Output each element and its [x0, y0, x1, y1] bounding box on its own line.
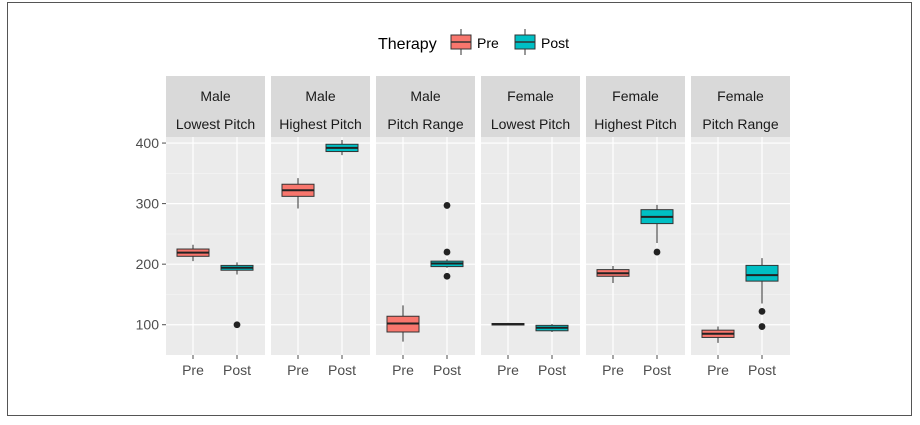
boxplot-chart: Therapy Pre Post 100 200 300 400 Male Lowest Pit…	[136, 29, 790, 378]
x-tick-label: Pre	[287, 362, 309, 378]
x-tick-label: Post	[748, 362, 776, 378]
facet-strip	[271, 76, 370, 137]
panel-background	[166, 137, 265, 355]
facet-strip	[481, 76, 580, 137]
facet-strip-measure: Lowest Pitch	[491, 116, 570, 132]
box-post-iqr	[745, 264, 779, 282]
figure-frame: Therapy Pre Post 100 200 300 400 Male Lowest Pit…	[7, 2, 912, 416]
x-tick-label: Pre	[707, 362, 729, 378]
panel-background	[586, 137, 685, 355]
box-post-outlier-point	[443, 272, 451, 280]
x-tick-label: Post	[433, 362, 461, 378]
panel-background	[481, 137, 580, 355]
facet-strip	[586, 76, 685, 137]
facet-strip-measure: Highest Pitch	[594, 116, 676, 132]
x-tick-label: Post	[223, 362, 251, 378]
facet-strip	[376, 76, 475, 137]
facet-strip-sex: Female	[717, 88, 764, 104]
facet-strip	[691, 76, 790, 137]
x-tick-label: Pre	[392, 362, 414, 378]
x-tick-label: Pre	[602, 362, 624, 378]
y-tick-label: 400	[136, 135, 160, 151]
facet-strip-sex: Male	[305, 88, 336, 104]
legend-label-pre: Pre	[477, 35, 499, 51]
facet-strip-sex: Female	[507, 88, 554, 104]
facet-strip-sex: Male	[200, 88, 231, 104]
y-tick-label: 200	[136, 256, 160, 272]
facet-strip-measure: Lowest Pitch	[176, 116, 255, 132]
box-post-outlier-point	[758, 308, 766, 315]
x-tick-label: Post	[538, 362, 566, 378]
y-tick-label: 100	[136, 317, 160, 333]
facet-strip-measure: Highest Pitch	[279, 116, 361, 132]
y-tick-label: 300	[136, 196, 160, 212]
facet-strip-measure: Pitch Range	[702, 116, 778, 132]
x-tick-label: Pre	[497, 362, 519, 378]
x-tick-label: Pre	[182, 362, 204, 378]
panel-background	[271, 137, 370, 355]
box-post-outlier-point	[443, 202, 451, 209]
facet-strip-sex: Female	[612, 88, 659, 104]
legend-label-post: Post	[541, 35, 569, 51]
x-tick-label: Post	[328, 362, 356, 378]
panel-background	[691, 137, 790, 355]
box-post-outlier-point	[758, 323, 766, 330]
box-post-outlier-point	[443, 248, 451, 256]
facet-strip	[166, 76, 265, 137]
x-tick-label: Post	[643, 362, 671, 378]
box-post-outlier-point	[653, 248, 661, 256]
facet-strip-measure: Pitch Range	[387, 116, 463, 132]
facet-strip-sex: Male	[410, 88, 441, 104]
box-post-outlier-point	[233, 321, 241, 329]
legend-title: Therapy	[378, 36, 437, 53]
